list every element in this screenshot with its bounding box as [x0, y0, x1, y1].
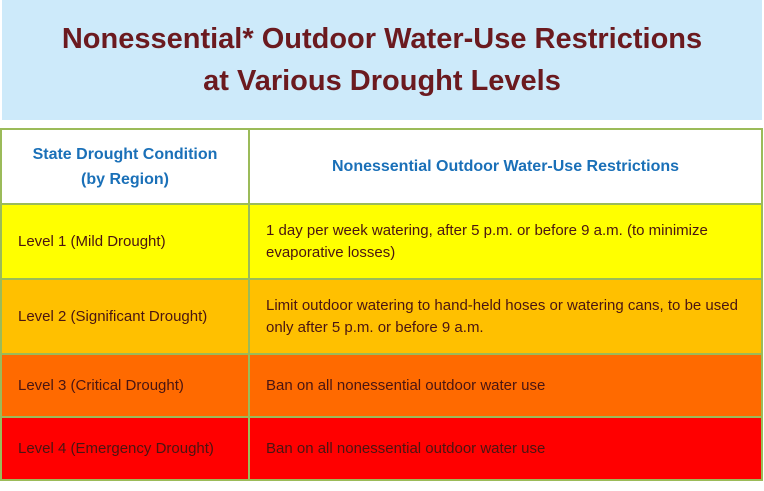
table-row: Level 4 (Emergency Drought) Ban on all n…: [0, 416, 763, 481]
level-cell: Level 1 (Mild Drought): [0, 203, 250, 280]
title-line-1: Nonessential* Outdoor Water-Use Restrict…: [61, 23, 703, 55]
level-cell: Level 3 (Critical Drought): [0, 353, 250, 418]
restriction-cell: Ban on all nonessential outdoor water us…: [248, 353, 763, 418]
header-condition-line-1: State Drought Condition: [32, 145, 218, 163]
header-restrictions: Nonessential Outdoor Water-Use Restricti…: [248, 128, 763, 205]
restriction-cell: Ban on all nonessential outdoor water us…: [248, 416, 763, 481]
table-row: Level 2 (Significant Drought) Limit outd…: [0, 278, 763, 355]
drought-restrictions-table: State Drought Condition (by Region) Nones…: [0, 128, 763, 481]
table-row: Level 3 (Critical Drought) Ban on all no…: [0, 353, 763, 418]
page-title: Nonessential* Outdoor Water-Use Restrict…: [2, 0, 762, 120]
header-condition-line-2: (by Region): [81, 170, 169, 188]
restriction-cell: 1 day per week watering, after 5 p.m. or…: [248, 203, 763, 280]
header-condition: State Drought Condition (by Region): [0, 128, 250, 205]
title-line-2: at Various Drought Levels: [203, 65, 561, 97]
table-row: Level 1 (Mild Drought) 1 day per week wa…: [0, 203, 763, 280]
table-header-row: State Drought Condition (by Region) Nones…: [0, 128, 763, 205]
restriction-cell: Limit outdoor watering to hand-held hose…: [248, 278, 763, 355]
level-cell: Level 4 (Emergency Drought): [0, 416, 250, 481]
level-cell: Level 2 (Significant Drought): [0, 278, 250, 355]
